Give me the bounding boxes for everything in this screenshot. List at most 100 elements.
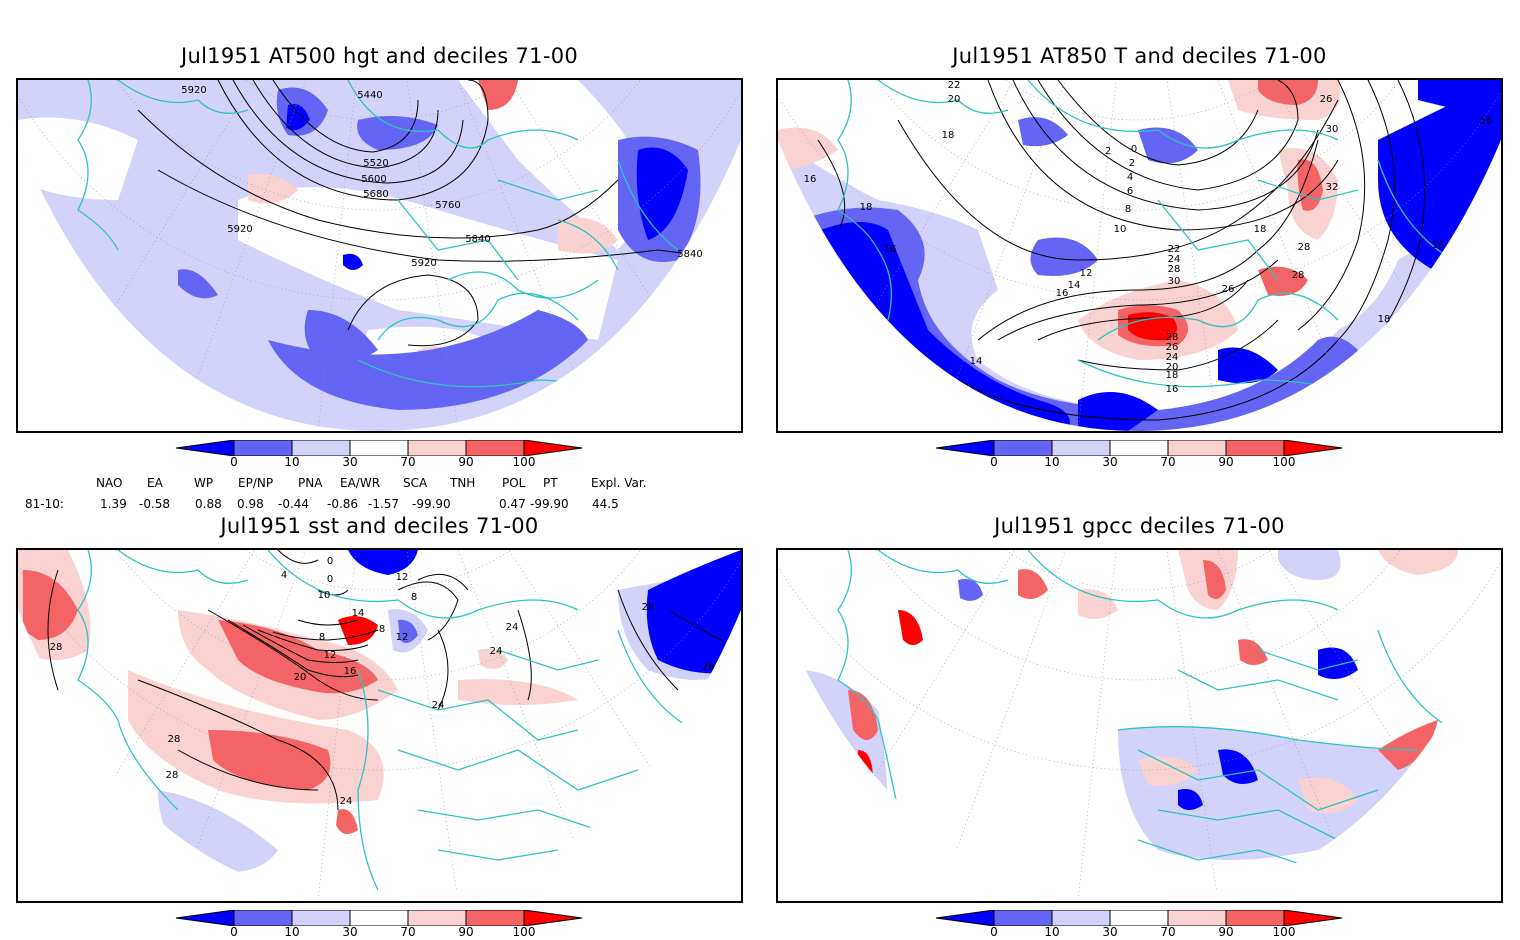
contour-label: 32 bbox=[1326, 182, 1339, 193]
colorbar-label: 70 bbox=[1160, 455, 1176, 469]
contour-label: 14 bbox=[970, 356, 983, 367]
index-header: POL bbox=[502, 476, 526, 490]
contour-label: 16 bbox=[804, 174, 817, 185]
index-value: 0.47 bbox=[499, 497, 526, 511]
index-value: -0.86 bbox=[327, 497, 359, 511]
contour-label: 26 bbox=[1320, 94, 1333, 105]
contour-label: 30 bbox=[1168, 276, 1181, 287]
index-header: EA/WR bbox=[340, 476, 381, 490]
contour-label: 28 bbox=[702, 662, 715, 673]
index-value: -99.90 bbox=[412, 497, 451, 511]
contour-label: 18 bbox=[1254, 224, 1267, 235]
colorbar-label: 70 bbox=[1160, 925, 1176, 939]
colorbar-label: 30 bbox=[342, 925, 358, 939]
index-value: -1.57 bbox=[368, 497, 400, 511]
colorbar-top-right: 0 10 30 70 90 100 bbox=[935, 439, 1346, 472]
panel-title-hgt500: Jul1951 AT500 hgt and deciles 71-00 bbox=[180, 44, 579, 68]
index-value: 1.39 bbox=[100, 497, 127, 511]
contour-label: 20 bbox=[294, 672, 307, 683]
map-panel-gpcc bbox=[776, 548, 1503, 903]
colorbar-label: 0 bbox=[230, 925, 238, 939]
contour-label: 8 bbox=[379, 624, 385, 635]
contour-label: 5920 bbox=[411, 258, 436, 269]
contour-label: 16 bbox=[1166, 384, 1179, 395]
colorbar-label: 10 bbox=[1044, 925, 1060, 939]
index-header: WP bbox=[194, 476, 214, 490]
colorbar-label: 90 bbox=[1218, 455, 1234, 469]
contour-label: 24 bbox=[340, 796, 353, 807]
index-header: SCA bbox=[403, 476, 428, 490]
panel-title-sst: Jul1951 sst and deciles 71-00 bbox=[220, 514, 539, 538]
index-header: Expl. Var. bbox=[591, 476, 647, 490]
index-header: EA bbox=[147, 476, 163, 490]
colorbar-label: 70 bbox=[400, 455, 416, 469]
map-panel-hgt500: 5920 5440 5520 5600 5680 5760 5840 5840 … bbox=[16, 78, 743, 433]
contour-label: 26 bbox=[1166, 342, 1179, 353]
contour-label: 5760 bbox=[435, 200, 460, 211]
contour-label: 12 bbox=[396, 632, 409, 643]
colorbar-label: 100 bbox=[512, 455, 536, 469]
colorbar-label: 100 bbox=[512, 925, 536, 939]
panel-title-gpcc: Jul1951 gpcc deciles 71-00 bbox=[994, 514, 1285, 538]
colorbar-label: 100 bbox=[1272, 455, 1296, 469]
colorbar-label: 90 bbox=[458, 455, 474, 469]
colorbar-label: 70 bbox=[400, 925, 416, 939]
colorbar-bottom-left: 0 10 30 70 90 100 bbox=[175, 909, 586, 940]
contour-label: 28 bbox=[50, 642, 63, 653]
contour-label: 28 bbox=[1298, 242, 1311, 253]
contour-label: 10 bbox=[318, 590, 331, 601]
colorbar-label: 30 bbox=[1102, 925, 1118, 939]
colorbar-bottom-right: 0 10 30 70 90 100 bbox=[935, 909, 1346, 940]
contour-label: 4 bbox=[281, 570, 287, 581]
contour-label: 20 bbox=[948, 94, 961, 105]
colorbar-label: 10 bbox=[284, 455, 300, 469]
colorbar-label: 30 bbox=[1102, 455, 1118, 469]
contour-label: 26 bbox=[1222, 284, 1235, 295]
index-value: -0.44 bbox=[278, 497, 310, 511]
index-value: 0.88 bbox=[195, 497, 222, 511]
contour-label: 0 bbox=[327, 556, 333, 567]
contour-label: 5920 bbox=[181, 85, 206, 96]
contour-label: 5440 bbox=[357, 90, 382, 101]
colorbar-label: 0 bbox=[230, 455, 238, 469]
contour-label: 5520 bbox=[363, 158, 388, 169]
contour-label: 5920 bbox=[227, 224, 252, 235]
contour-label: 24 bbox=[490, 646, 503, 657]
index-header: NAO bbox=[96, 476, 123, 490]
index-header: PT bbox=[543, 476, 558, 490]
colorbar-label: 30 bbox=[342, 455, 358, 469]
contour-label: 28 bbox=[1292, 270, 1305, 281]
contour-label: 24 bbox=[506, 622, 519, 633]
colorbar-label: 90 bbox=[1218, 925, 1234, 939]
colorbar-label: 100 bbox=[1272, 925, 1296, 939]
contour-label: 16 bbox=[344, 666, 357, 677]
index-value: -0.58 bbox=[139, 497, 171, 511]
colorbar-label: 10 bbox=[284, 925, 300, 939]
contour-label: 18 bbox=[942, 130, 955, 141]
index-header: PNA bbox=[298, 476, 323, 490]
contour-label: 24 bbox=[432, 700, 445, 711]
map-panel-t850: 22 20 18 16 18 16 16 14 12 10 8 6 4 2 0 … bbox=[776, 78, 1503, 433]
contour-label: 20 bbox=[1166, 362, 1179, 373]
contour-label: 18 bbox=[1166, 370, 1179, 381]
contour-label: 8 bbox=[1125, 204, 1131, 215]
contour-label: 28 bbox=[166, 770, 179, 781]
contour-label: 5600 bbox=[361, 174, 386, 185]
index-row-label: 81-10: bbox=[25, 497, 64, 511]
contour-label: 22 bbox=[948, 80, 961, 91]
contour-label: 8 bbox=[411, 592, 417, 603]
map-panel-sst: 28 28 28 24 20 16 12 8 4 0 0 10 12 14 8 … bbox=[16, 548, 743, 903]
contour-label: 5840 bbox=[677, 249, 702, 260]
colorbar-top-left: 0 10 30 70 90 100 bbox=[175, 439, 586, 472]
colorbar-label: 10 bbox=[1044, 455, 1060, 469]
colorbar-label: 0 bbox=[990, 455, 998, 469]
contour-label: 5840 bbox=[465, 234, 490, 245]
contour-label: 22 bbox=[1168, 244, 1181, 255]
contour-label: 12 bbox=[1080, 268, 1093, 279]
panel-title-t850: Jul1951 AT850 T and deciles 71-00 bbox=[952, 44, 1327, 68]
colorbar-label: 90 bbox=[458, 925, 474, 939]
contour-label: 18 bbox=[1378, 314, 1391, 325]
contour-label: 16 bbox=[1432, 240, 1445, 251]
contour-label: 24 bbox=[1166, 352, 1179, 363]
index-header: EP/NP bbox=[238, 476, 274, 490]
